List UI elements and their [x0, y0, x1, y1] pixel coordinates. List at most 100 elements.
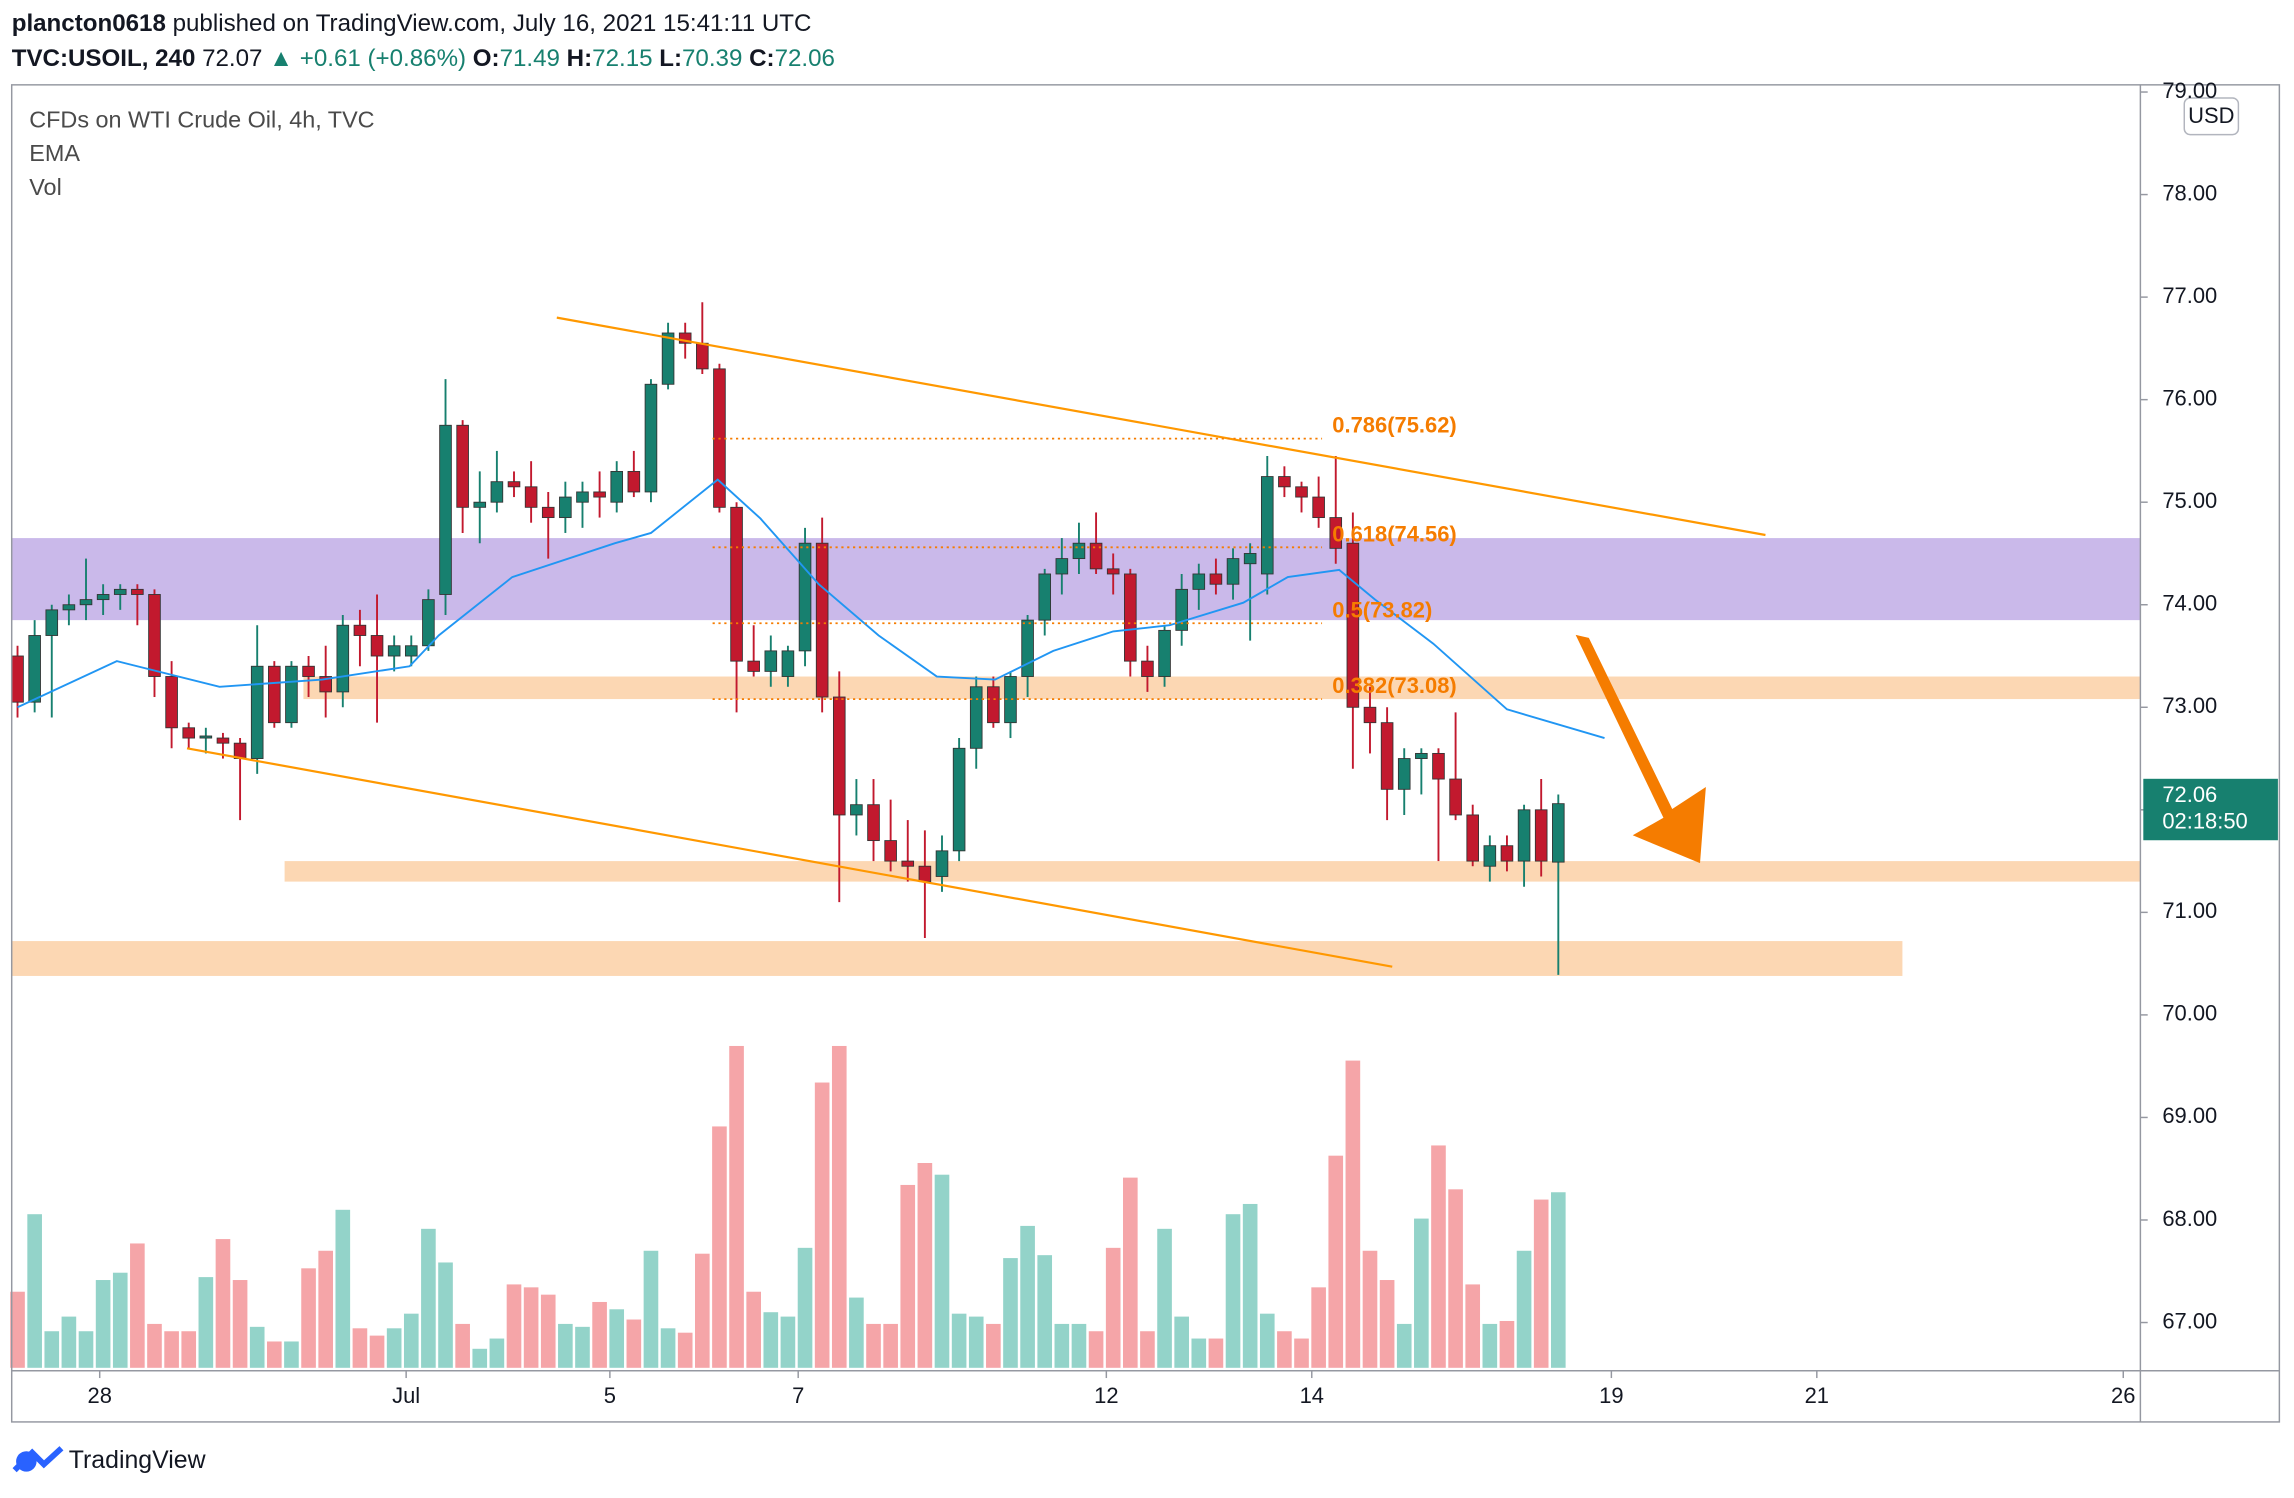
published: published on TradingView.com, July 16, 2… [173, 10, 812, 37]
candle-body [404, 645, 418, 657]
volume-bar [575, 1326, 590, 1368]
candle-body [1329, 517, 1343, 549]
volume-bar [1414, 1218, 1429, 1368]
candle-body [285, 665, 298, 724]
last: 72.07 [202, 45, 262, 72]
candle-body [45, 609, 59, 636]
candle-body [1346, 542, 1360, 708]
candle-body [918, 865, 932, 883]
fib-label: 0.382(73.08) [1332, 673, 1456, 698]
candle-body [28, 635, 41, 703]
candle-body [353, 624, 367, 636]
x-tick-label: 21 [1805, 1383, 1829, 1408]
candle-body [1295, 486, 1308, 498]
c: 72.06 [775, 45, 835, 72]
volume-bar [455, 1323, 470, 1368]
c-label: C: [749, 45, 774, 72]
candle-body [1534, 809, 1548, 862]
candle-body [541, 506, 555, 519]
candle-body [370, 635, 384, 657]
brand-logo [12, 1446, 64, 1473]
h: 72.15 [592, 45, 652, 72]
volume-bar [95, 1280, 111, 1368]
publish-line: plancton0618 published on TradingView.co… [12, 10, 812, 37]
volume-bar [1242, 1203, 1258, 1368]
volume-bar [1105, 1247, 1121, 1368]
volume-bar [112, 1272, 128, 1368]
candle-body [1192, 573, 1206, 590]
volume-bar [558, 1323, 573, 1368]
l-label: L: [659, 45, 682, 72]
indicator-legend: Vol [29, 174, 62, 200]
candle-body [1278, 476, 1291, 488]
y-tick-label: 78.00 [2162, 180, 2217, 205]
candle-body [422, 599, 435, 647]
volume-bar [780, 1316, 796, 1368]
volume-bar [746, 1291, 761, 1368]
candle-body [148, 594, 161, 677]
symbol: TVC:USOIL, 240 [12, 45, 196, 72]
candle-body [473, 501, 487, 508]
candle-body [1312, 496, 1325, 519]
plot: 0.786(75.62) 0.618(74.56) 0.5(73.82) 0.382(… [10, 302, 2141, 1368]
x-tick-label: 7 [792, 1383, 804, 1408]
candle-body [764, 650, 778, 672]
candle-body [747, 660, 760, 672]
candle-body [250, 665, 264, 759]
volume-bar [609, 1309, 625, 1368]
volume-bar [61, 1316, 77, 1368]
candle-body [593, 491, 606, 498]
volume-bar [130, 1243, 145, 1368]
volume-bar [1345, 1060, 1361, 1368]
trend-line [186, 747, 1393, 968]
volume-bar [968, 1316, 984, 1368]
volume-bar [44, 1331, 60, 1368]
volume-bar [215, 1239, 231, 1368]
candle-body [661, 332, 675, 385]
candle-body [62, 604, 76, 611]
volume-bar [506, 1284, 522, 1368]
candle-body [456, 424, 469, 508]
candle-body [268, 665, 281, 724]
candle-body [439, 424, 452, 595]
volume-bar [421, 1228, 436, 1368]
volume-bar [1037, 1255, 1053, 1368]
candle-body [490, 481, 504, 503]
candle-body [1226, 558, 1240, 585]
volume-bar [866, 1323, 881, 1368]
price-label: 72.06 [2162, 782, 2217, 807]
volume-bar [1379, 1280, 1395, 1368]
chart-title: CFDs on WTI Crude Oil, 4h, TVC [29, 107, 374, 133]
volume-bar [1071, 1323, 1087, 1368]
volume-bar [1465, 1284, 1481, 1368]
countdown: 02:18:50 [2162, 808, 2247, 833]
candle-body [901, 860, 915, 867]
candle-body [1432, 752, 1445, 780]
price-label-box [2143, 778, 2278, 841]
candle-body [798, 542, 812, 652]
trend-line [556, 316, 1766, 537]
volume-bar [284, 1341, 299, 1368]
volume-bar [1191, 1338, 1207, 1368]
volume-bar [181, 1331, 197, 1368]
x-tick-label: 14 [1300, 1383, 1324, 1408]
candle-body [1517, 809, 1531, 862]
candle-body [165, 676, 178, 729]
volume-bar [352, 1328, 368, 1368]
candle-body [1072, 542, 1086, 560]
x-tick-label: 12 [1094, 1383, 1118, 1408]
volume-bar [797, 1247, 813, 1368]
volume-bar [934, 1174, 950, 1368]
candle-body [781, 650, 795, 677]
candle-body [1158, 629, 1171, 677]
candle-body [969, 686, 983, 749]
currency-box[interactable] [2183, 97, 2240, 136]
volume-bar [1499, 1320, 1515, 1368]
volume-bar [164, 1331, 179, 1368]
candle-body [1449, 778, 1462, 816]
fib-label: 0.5(73.82) [1332, 597, 1432, 622]
volume-bar [643, 1250, 659, 1368]
volume-bar [301, 1268, 316, 1368]
